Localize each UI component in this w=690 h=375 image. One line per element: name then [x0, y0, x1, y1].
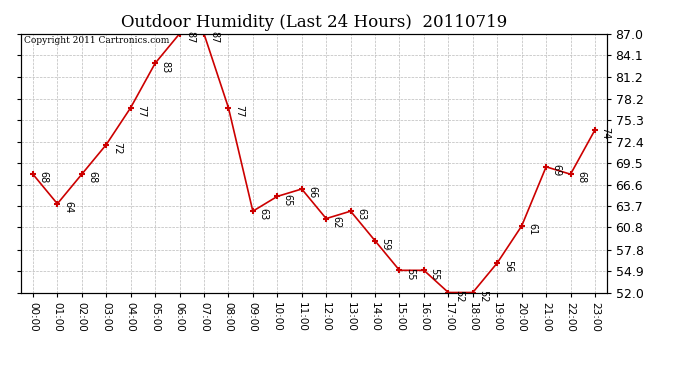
- Text: 59: 59: [381, 238, 391, 250]
- Text: 68: 68: [39, 171, 48, 184]
- Text: 87: 87: [185, 31, 195, 44]
- Text: 66: 66: [307, 186, 317, 198]
- Text: 74: 74: [600, 127, 611, 140]
- Text: 55: 55: [429, 267, 440, 280]
- Text: 77: 77: [234, 105, 244, 117]
- Text: 68: 68: [88, 171, 97, 184]
- Text: 68: 68: [576, 171, 586, 184]
- Text: 72: 72: [112, 142, 122, 154]
- Text: 63: 63: [356, 209, 366, 220]
- Title: Outdoor Humidity (Last 24 Hours)  20110719: Outdoor Humidity (Last 24 Hours) 2011071…: [121, 14, 507, 31]
- Text: 83: 83: [161, 60, 170, 73]
- Text: 52: 52: [454, 290, 464, 302]
- Text: 69: 69: [552, 164, 562, 176]
- Text: Copyright 2011 Cartronics.com: Copyright 2011 Cartronics.com: [23, 36, 169, 45]
- Text: 55: 55: [405, 267, 415, 280]
- Text: 64: 64: [63, 201, 73, 213]
- Text: 77: 77: [136, 105, 146, 117]
- Text: 61: 61: [527, 223, 538, 236]
- Text: 62: 62: [332, 216, 342, 228]
- Text: 52: 52: [478, 290, 489, 302]
- Text: 65: 65: [283, 194, 293, 206]
- Text: 87: 87: [210, 31, 219, 44]
- Text: 63: 63: [259, 209, 268, 220]
- Text: 56: 56: [503, 260, 513, 273]
